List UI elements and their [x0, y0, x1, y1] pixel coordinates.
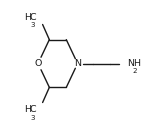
Text: N: N	[74, 59, 81, 68]
Text: O: O	[34, 59, 42, 68]
Text: 3: 3	[31, 22, 35, 28]
Text: H: H	[24, 13, 31, 21]
Text: 2: 2	[133, 68, 137, 74]
Text: NH: NH	[127, 59, 141, 68]
Text: 3: 3	[31, 115, 35, 121]
Text: C: C	[30, 106, 36, 114]
Text: H: H	[24, 106, 31, 114]
Text: C: C	[30, 13, 36, 21]
